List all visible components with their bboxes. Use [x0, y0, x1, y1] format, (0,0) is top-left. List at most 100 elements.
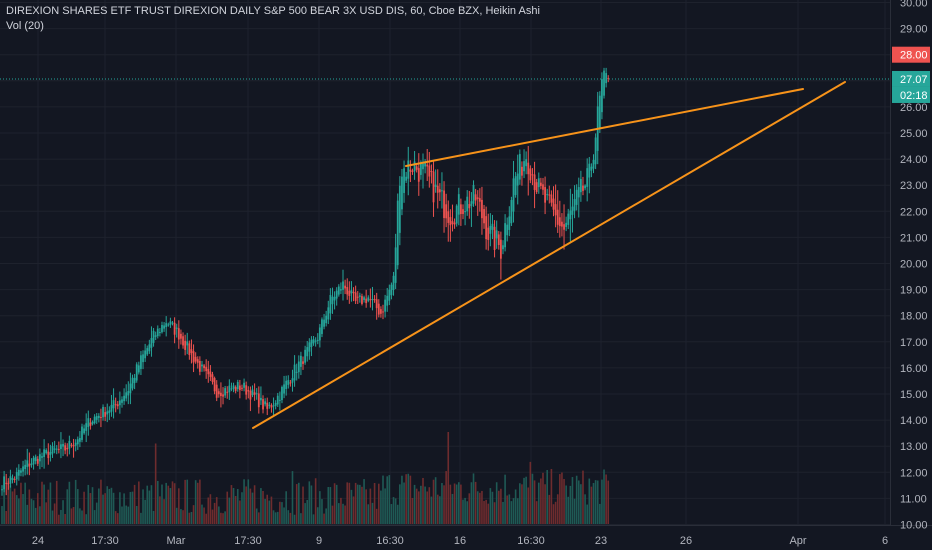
price-label-last-badge [892, 70, 930, 87]
volume-bar [548, 494, 551, 524]
y-tick-label: 13.00 [900, 441, 928, 453]
candle-body [594, 137, 597, 165]
volume-bar [363, 479, 365, 524]
x-tick-label: 17:30 [91, 535, 119, 547]
volume-bar [540, 478, 542, 524]
volume-bar [47, 489, 50, 524]
volume-bar [133, 484, 136, 524]
candle-body [34, 456, 37, 462]
volume-bar [384, 488, 386, 524]
volume-bar [573, 498, 576, 524]
volume-bar [215, 497, 218, 524]
volume-bar [236, 489, 239, 524]
volume-bar [49, 482, 52, 524]
candle-body [222, 394, 224, 397]
candle-body [87, 418, 90, 428]
volume-bar [519, 483, 521, 524]
candle-body [386, 295, 389, 306]
volume-bar [356, 484, 359, 524]
candle-body [367, 297, 370, 301]
candle-body [230, 388, 233, 390]
candle-body [468, 204, 471, 209]
candle-body [140, 355, 142, 369]
volume-bar [508, 494, 511, 524]
candle-body [95, 416, 98, 420]
volume-bar [331, 505, 334, 524]
candle-body [409, 169, 412, 172]
volume-bar [441, 483, 443, 524]
volume-bar [443, 485, 445, 524]
candle-body [354, 292, 357, 301]
candle-body [447, 211, 450, 223]
candle-body [525, 159, 528, 167]
candle-body [205, 366, 208, 372]
candle-body [361, 296, 363, 304]
volume-bar [306, 499, 309, 524]
volume-bar [205, 513, 207, 524]
volume-bar [114, 511, 117, 524]
symbol-title: DIREXION SHARES ETF TRUST DIREXION DAILY… [6, 5, 540, 17]
volume-bar [502, 501, 504, 524]
candle-body [546, 194, 549, 196]
volume-bar [228, 497, 231, 524]
price-label-last: 27.07 [900, 74, 928, 86]
x-tick-label: 16:30 [517, 535, 545, 547]
trendline-lower[interactable] [252, 81, 846, 429]
volume-bar [514, 489, 517, 524]
volume-bar [274, 512, 277, 524]
candle-body [489, 225, 492, 234]
candle-body [533, 174, 536, 190]
candle-body [289, 382, 292, 384]
candle-body [182, 336, 184, 346]
candle-body [508, 216, 511, 230]
candle-body [17, 469, 20, 476]
volume-bar [222, 513, 224, 524]
candle-body [516, 173, 519, 186]
candle-body [582, 185, 584, 191]
volume-bar [386, 476, 389, 524]
volume-bar [516, 498, 519, 524]
candle-body [207, 368, 210, 375]
candle-body [436, 185, 439, 193]
volume-bar [506, 495, 508, 524]
volume-bar [165, 482, 167, 524]
candle-body [579, 179, 582, 193]
volume-bar [409, 475, 412, 524]
candle-body [512, 178, 515, 212]
volume-bar [138, 481, 140, 524]
candle-body [443, 190, 445, 219]
volume-bar [34, 507, 37, 524]
volume-bar [464, 497, 466, 524]
volume-bar [295, 484, 298, 524]
candle-body [548, 194, 551, 196]
candle-body [605, 73, 608, 84]
candle-body [114, 404, 117, 406]
candle-body [26, 460, 29, 467]
candle-body [291, 378, 294, 383]
trendline-upper[interactable] [405, 88, 804, 167]
candle-body [260, 397, 262, 401]
candle-body [514, 176, 517, 195]
volume-bar [382, 475, 384, 524]
candle-body [481, 199, 483, 219]
candle-body [55, 448, 58, 450]
volume-bar [167, 485, 170, 524]
y-tick-label: 26.00 [900, 102, 928, 114]
volume-bar [550, 468, 553, 524]
y-tick-label: 24.00 [900, 154, 928, 166]
candle-body [281, 387, 283, 400]
candle-body [64, 445, 67, 451]
candle-body [217, 391, 220, 395]
volume-bar [283, 507, 285, 524]
volume-bar [232, 488, 235, 524]
y-tick-label: 29.00 [900, 24, 928, 36]
candle-body [93, 416, 96, 423]
candle-body [392, 275, 395, 290]
candle-body [584, 185, 586, 189]
bar-countdown-label: 02:18 [900, 90, 928, 102]
candle-body [352, 291, 355, 294]
candle-body [544, 187, 546, 203]
candle-body [567, 213, 570, 225]
candle-body [243, 382, 245, 388]
